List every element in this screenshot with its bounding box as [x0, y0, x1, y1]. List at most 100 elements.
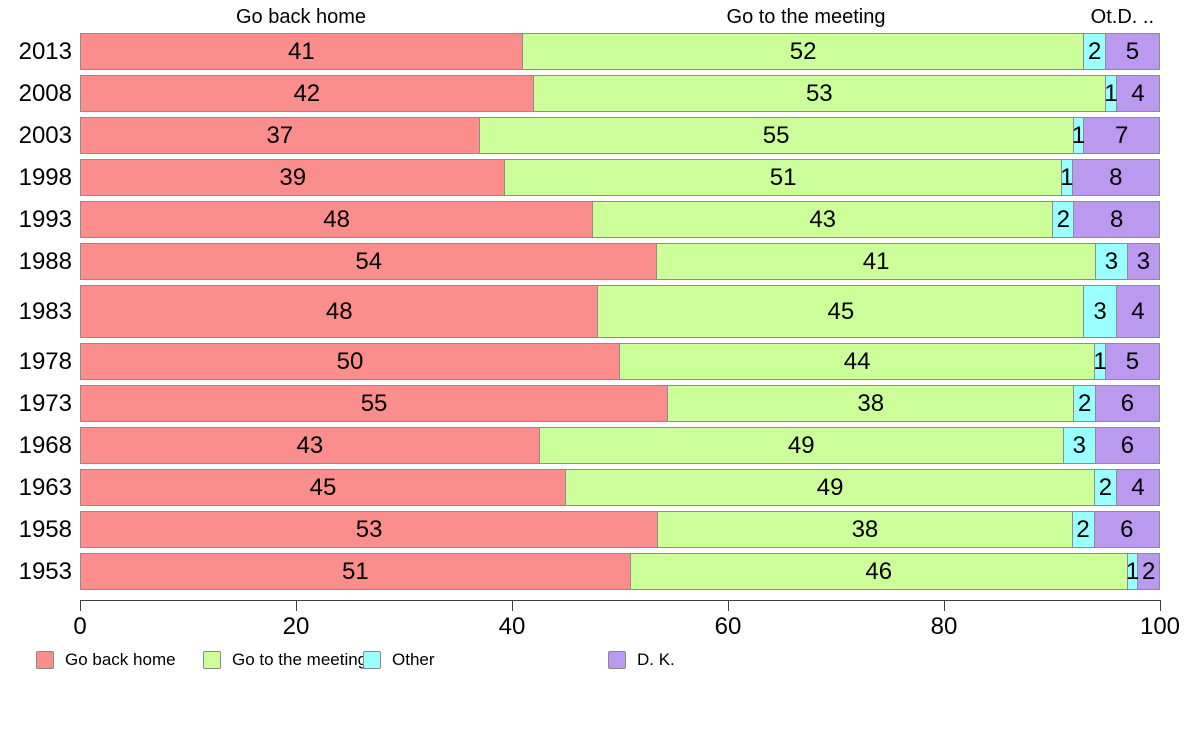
segment-value: 3 — [1104, 247, 1119, 275]
bar-segment-go-to-the-meeting: 46 — [630, 553, 1128, 590]
segment-value: 44 — [843, 347, 871, 375]
stacked-bar: 45 49 2 4 — [80, 469, 1160, 506]
segment-value: 54 — [355, 247, 383, 275]
segment-value: 1 — [1060, 163, 1074, 191]
bar-segment-go-back-home: 41 — [80, 33, 523, 70]
legend-label: Go back home — [65, 650, 176, 669]
bar-segment-d-k: 6 — [1094, 511, 1160, 548]
chart-row-1988: 1988 54 41 3 3 — [0, 243, 1188, 280]
bar-segment-other: 3 — [1095, 243, 1128, 280]
bar-segment-other: 2 — [1095, 469, 1117, 506]
legend-item-other[interactable]: Other — [363, 650, 435, 670]
bar-segment-go-to-the-meeting: 43 — [593, 201, 1054, 238]
bar-segment-go-back-home: 39 — [80, 159, 506, 196]
segment-value: 43 — [296, 431, 324, 459]
bar-segment-d-k: 8 — [1072, 159, 1160, 196]
bar-segment-other: 1 — [1071, 117, 1086, 154]
bar-segment-go-to-the-meeting: 41 — [657, 243, 1096, 280]
legend-label: Other — [392, 650, 435, 669]
segment-value: 55 — [360, 389, 388, 417]
stacked-bar: 54 41 3 3 — [80, 243, 1160, 280]
bar-segment-d-k: 2 — [1138, 553, 1160, 590]
x-axis-tick — [80, 600, 81, 611]
segment-value: 41 — [862, 247, 890, 275]
segment-value: 48 — [323, 205, 350, 233]
legend-item-go-to-the-meeting[interactable]: Go to the meeting — [203, 650, 367, 670]
segment-value: 51 — [342, 557, 369, 585]
segment-value: 1 — [1071, 121, 1086, 149]
bar-segment-d-k: 4 — [1116, 75, 1160, 112]
bar-segment-d-k: 5 — [1105, 343, 1160, 380]
bar-segment-other: 2 — [1084, 33, 1106, 70]
year-label: 2013 — [18, 37, 72, 65]
segment-value: 53 — [805, 79, 833, 107]
x-axis: 0 20 40 60 80 100 — [73, 600, 1180, 642]
chart-row-1993: 1993 48 43 2 8 — [0, 201, 1188, 238]
segment-value: 51 — [769, 163, 797, 191]
segment-value: 1 — [1125, 557, 1140, 585]
bar-segment-d-k: 7 — [1084, 117, 1160, 154]
legend-label: Go to the meeting — [232, 650, 368, 669]
bar-segment-d-k: 8 — [1074, 201, 1160, 238]
x-axis-tick — [1160, 600, 1161, 611]
bar-segment-d-k: 6 — [1095, 427, 1160, 464]
year-label: 2008 — [18, 79, 72, 107]
segment-value: 2 — [1088, 37, 1102, 65]
bar-segment-go-back-home: 54 — [80, 243, 658, 280]
column-header-other-dk-truncated: Ot.D. .. — [1090, 6, 1154, 28]
year-label: 1988 — [18, 247, 72, 275]
bar-segment-go-back-home: 37 — [80, 117, 480, 154]
legend-label: D. K. — [637, 650, 675, 669]
year-label: 1973 — [18, 389, 72, 417]
bar-segment-go-to-the-meeting: 44 — [620, 343, 1096, 380]
segment-value: 45 — [827, 297, 855, 325]
bar-segment-go-to-the-meeting: 45 — [598, 285, 1085, 338]
chart-row-2013: 2013 41 52 2 5 — [0, 33, 1188, 70]
segment-value: 48 — [325, 297, 353, 325]
x-axis-line — [80, 600, 1161, 601]
x-axis-tick — [512, 600, 513, 611]
stacked-bar: 39 51 1 8 — [80, 159, 1160, 196]
segment-value: 6 — [1120, 389, 1135, 417]
segment-value: 41 — [288, 37, 315, 65]
segment-value: 2 — [1098, 473, 1113, 501]
segment-value: 37 — [266, 121, 294, 149]
year-label: 1958 — [18, 515, 72, 543]
stacked-bar: 48 45 3 4 — [80, 285, 1160, 338]
segment-value: 2 — [1056, 205, 1070, 233]
bar-segment-go-to-the-meeting: 49 — [539, 427, 1064, 464]
segment-value: 4 — [1131, 473, 1145, 501]
bar-rows: 2013 41 52 2 5 2008 42 53 1 4 2003 37 55 1 7 1998 39 51 1 8… — [0, 33, 1188, 590]
year-label: 1953 — [18, 557, 72, 585]
x-axis-tick-label: 60 — [714, 613, 742, 640]
bar-segment-go-to-the-meeting: 51 — [505, 159, 1062, 196]
year-label: 2003 — [18, 121, 72, 149]
bar-segment-go-to-the-meeting: 49 — [566, 469, 1096, 506]
segment-value: 2 — [1076, 515, 1090, 543]
legend-item-go-back-home[interactable]: Go back home — [36, 650, 176, 670]
bar-segment-other: 2 — [1074, 385, 1096, 422]
bar-segment-other: 3 — [1084, 285, 1117, 338]
segment-value: 5 — [1125, 37, 1140, 65]
segment-value: 7 — [1115, 121, 1129, 149]
chart-row-2003: 2003 37 55 1 7 — [0, 117, 1188, 154]
bar-segment-go-back-home: 55 — [80, 385, 669, 422]
segment-value: 1 — [1104, 79, 1118, 107]
segment-value: 4 — [1131, 297, 1145, 325]
chart-row-1968: 1968 43 49 3 6 — [0, 427, 1188, 464]
x-axis-tick — [296, 600, 297, 611]
legend-item-d-k[interactable]: D. K. — [608, 650, 675, 670]
segment-value: 53 — [355, 515, 383, 543]
column-header-go-back-home: Go back home — [235, 6, 367, 28]
bar-segment-d-k: 4 — [1116, 285, 1160, 338]
stacked-bar: 53 38 2 6 — [80, 511, 1160, 548]
bar-segment-other: 3 — [1063, 427, 1096, 464]
stacked-bar: 41 52 2 5 — [80, 33, 1160, 70]
bar-segment-go-back-home: 53 — [80, 511, 659, 548]
legend-swatch-other — [363, 651, 381, 669]
bar-segment-go-back-home: 48 — [80, 201, 594, 238]
year-label: 1998 — [18, 163, 72, 191]
bar-segment-other: 1 — [1093, 343, 1107, 380]
bar-segment-d-k: 5 — [1105, 33, 1160, 70]
